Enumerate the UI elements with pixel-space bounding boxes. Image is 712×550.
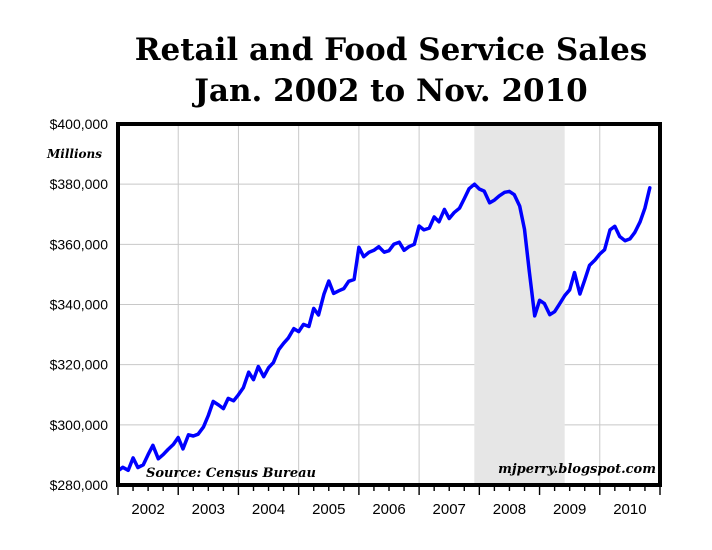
x-tick-label: 2002 [131,501,164,518]
y-tick-label: $400,000 [50,116,109,132]
y-tick-label: $360,000 [50,236,109,252]
recession-shading [474,124,565,485]
x-axis-ticks: 2002 2003 2004 2005 2006 2007 2008 2009 2010 [117,487,661,518]
y-axis-ticks: $280,000 $300,000 $320,000 $340,000 $360,000… [50,116,109,493]
x-tick-label: 2005 [312,501,345,518]
watermark: mjperry.blogspot.com [498,462,656,477]
y-tick-label: $300,000 [50,417,109,433]
x-tick-label: 2010 [613,501,646,518]
chart-title-line-2: Jan. 2002 to Nov. 2010 [194,73,588,109]
y-tick-label: $320,000 [50,357,109,373]
y-tick-label: $280,000 [50,477,109,493]
y-tick-label: $380,000 [50,176,109,192]
x-tick-label: 2008 [493,501,526,518]
series-line-retail-sales [116,182,652,473]
x-tick-label: 2007 [433,501,466,518]
chart-title-line-1: Retail and Food Service Sales [134,32,648,68]
x-tick-label: 2006 [372,501,405,518]
x-tick-label: 2009 [553,501,586,518]
x-tick-label: 2003 [192,501,225,518]
plot-frame [116,122,662,487]
chart-title: Retail and Food Service Sales Jan. 2002 t… [0,30,712,112]
x-tick-label: 2004 [252,501,285,518]
y-axis-label: Millions [46,147,102,161]
y-tick-label: $340,000 [50,297,109,313]
source-annotation: Source: Census Bureau [146,466,316,481]
